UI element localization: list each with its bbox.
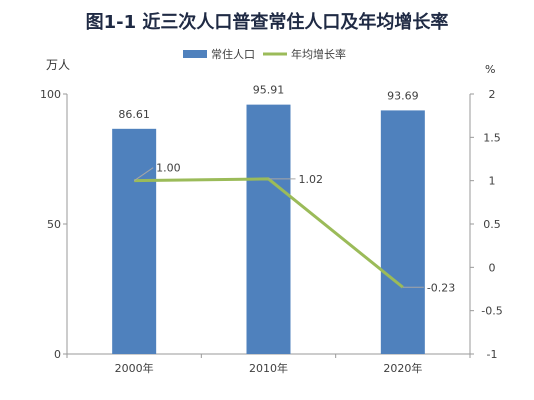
population-bar [112, 128, 157, 354]
right-tick-label: 1 [489, 175, 496, 188]
x-tick-label: 2000年 [115, 361, 154, 375]
growth-label-leader [133, 167, 154, 182]
right-tick-label: -0.5 [481, 305, 502, 318]
population-bar [246, 104, 291, 354]
left-tick-label: 100 [40, 88, 61, 101]
left-tick-label: 50 [47, 218, 61, 231]
right-tick-label: 2 [489, 88, 496, 101]
legend-label: 年均增长率 [291, 47, 346, 61]
bar-data-label: 95.91 [253, 84, 285, 97]
right-tick-label: 0 [489, 261, 496, 274]
right-tick-label: -1 [487, 348, 498, 361]
x-tick-label: 2010年 [249, 361, 288, 375]
left-tick-label: 0 [54, 348, 61, 361]
x-tick-label: 2020年 [383, 361, 422, 375]
growth-data-label: 1.02 [299, 173, 324, 186]
bar-data-label: 86.61 [118, 108, 150, 121]
growth-data-label: 1.00 [156, 162, 181, 175]
right-axis-unit: % [485, 63, 496, 76]
legend-label: 常住人口 [211, 47, 255, 61]
growth-data-label: -0.23 [427, 281, 455, 294]
left-axis-unit: 万人 [46, 58, 71, 72]
population-bar [380, 110, 425, 354]
chart-title: 图1-1 近三次人口普查常住人口及年均增长率 [85, 12, 449, 33]
legend-swatch-bar [183, 50, 207, 58]
right-tick-label: 0.5 [483, 218, 501, 231]
bar-data-label: 93.69 [387, 89, 419, 102]
right-tick-label: 1.5 [483, 131, 501, 144]
